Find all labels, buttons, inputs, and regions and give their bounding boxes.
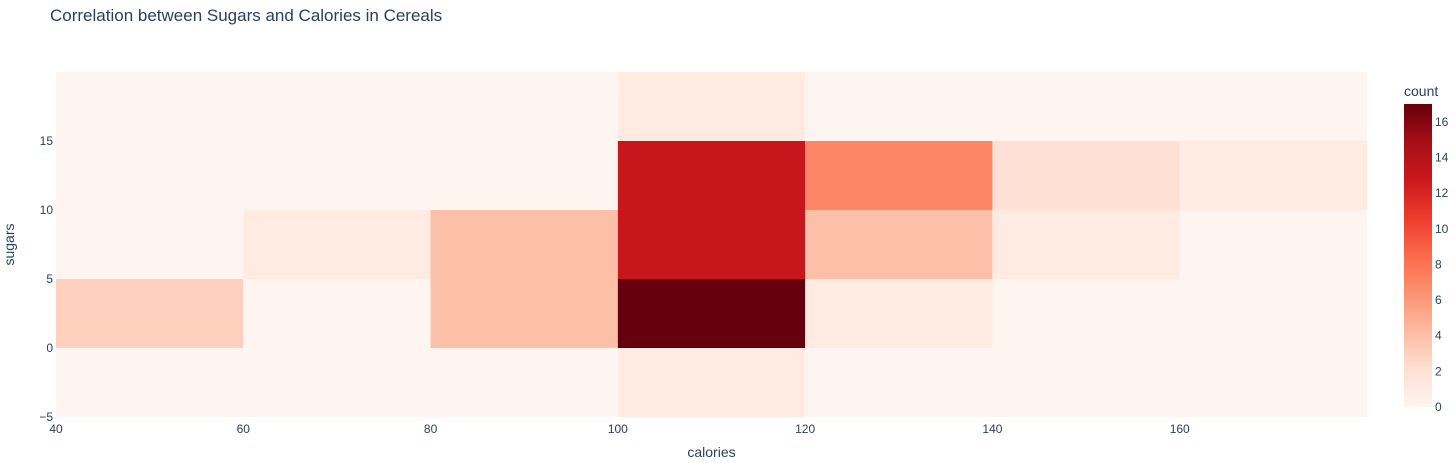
- heatmap-cell: [617, 279, 806, 348]
- heatmap-cell: [243, 210, 431, 279]
- y-axis-label: sugars: [1, 223, 17, 265]
- x-tick-label: 40: [49, 422, 63, 436]
- x-axis-label: calories: [687, 444, 735, 460]
- x-tick-label: 120: [795, 422, 815, 436]
- heatmap-cell: [805, 348, 993, 417]
- colorbar: count 0 2 4 6 8 10 12 14 16: [1404, 83, 1449, 414]
- x-tick-label: 80: [424, 422, 438, 436]
- heatmap-cell: [617, 72, 806, 141]
- colorbar-tick-label: 4: [1435, 329, 1442, 343]
- colorbar-tick-label: 0: [1435, 400, 1442, 414]
- x-tick-label: 60: [237, 422, 251, 436]
- colorbar-tick-label: 6: [1435, 293, 1442, 307]
- colorbar-tick-label: 10: [1435, 222, 1449, 236]
- heatmap-cell: [1179, 141, 1367, 210]
- heatmap-cell: [1179, 72, 1367, 141]
- heatmap-cell: [617, 141, 806, 210]
- heatmap-cell: [56, 279, 244, 348]
- heatmap-cell: [430, 279, 618, 348]
- heatmap-cell: [56, 210, 244, 279]
- heatmap-cell: [805, 210, 993, 279]
- colorbar-tick-label: 16: [1435, 115, 1449, 129]
- colorbar-tick-label: 8: [1435, 257, 1442, 271]
- heatmap-cell: [992, 72, 1180, 141]
- colorbar-tick-label: 14: [1435, 150, 1449, 164]
- heatmap-cell: [1179, 279, 1367, 348]
- heatmap-cell: [805, 141, 993, 210]
- heatmap-cell: [243, 279, 431, 348]
- heatmap-cell: [805, 72, 993, 141]
- colorbar-gradient: [1404, 104, 1432, 407]
- heatmap-cell: [992, 279, 1180, 348]
- heatmap-cell: [430, 348, 618, 417]
- heatmap-cell: [430, 72, 618, 141]
- y-tick-label: 15: [40, 134, 54, 148]
- heatmap-cell: [56, 141, 244, 210]
- y-tick-label: 10: [40, 203, 54, 217]
- x-axis-ticks: 40 60 80 100 120 140 160: [49, 422, 1190, 436]
- heatmap-cell: [243, 348, 431, 417]
- heatmap-cell: [617, 348, 806, 417]
- heatmap-cell: [56, 72, 244, 141]
- x-tick-label: 160: [1170, 422, 1190, 436]
- heatmap-cell: [243, 72, 431, 141]
- colorbar-tick-label: 2: [1435, 364, 1442, 378]
- y-tick-label: −5: [39, 410, 53, 424]
- colorbar-ticks: 0 2 4 6 8 10 12 14 16: [1435, 115, 1449, 414]
- chart-title: Correlation between Sugars and Calories …: [50, 6, 443, 25]
- y-axis-ticks: −5 0 5 10 15: [39, 134, 53, 424]
- heatmap-cell: [805, 279, 993, 348]
- x-tick-label: 100: [608, 422, 628, 436]
- colorbar-title: count: [1404, 83, 1438, 99]
- colorbar-tick-label: 12: [1435, 186, 1449, 200]
- heatmap-cell: [1179, 348, 1367, 417]
- heatmap-cell: [1179, 210, 1367, 279]
- x-tick-label: 140: [982, 422, 1002, 436]
- heatmap-cell: [992, 348, 1180, 417]
- heatmap-cell: [992, 210, 1180, 279]
- heatmap-cell: [430, 141, 618, 210]
- y-tick-label: 0: [46, 341, 53, 355]
- heatmap-cell: [617, 210, 806, 279]
- heatmap-cell: [56, 348, 244, 417]
- heatmap-cell: [430, 210, 618, 279]
- heatmap-cells: [56, 72, 1367, 417]
- heatmap-cell: [992, 141, 1180, 210]
- y-tick-label: 5: [46, 272, 53, 286]
- heatmap-cell: [243, 141, 431, 210]
